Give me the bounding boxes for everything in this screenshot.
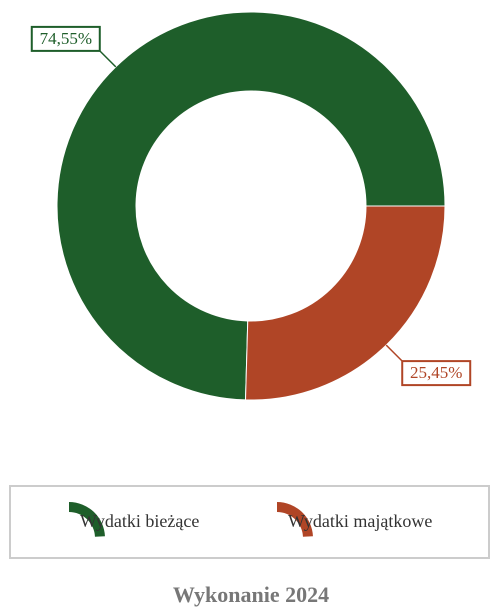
donut-segment [245, 205, 446, 401]
chart-title: Wykonanie 2024 [173, 582, 329, 607]
donut-segment [56, 11, 446, 401]
data-label: 74,55% [40, 29, 92, 48]
data-label-box [30, 25, 101, 52]
leader-line [385, 344, 403, 362]
legend-label: Wydatki bieżące [80, 511, 199, 531]
legend-label: Wydatki majątkowe [288, 511, 432, 531]
legend-icon [277, 502, 313, 537]
data-label-box [401, 360, 472, 387]
data-label: 25,45% [410, 363, 462, 382]
leader-line [99, 50, 117, 68]
legend-icon [69, 502, 105, 537]
